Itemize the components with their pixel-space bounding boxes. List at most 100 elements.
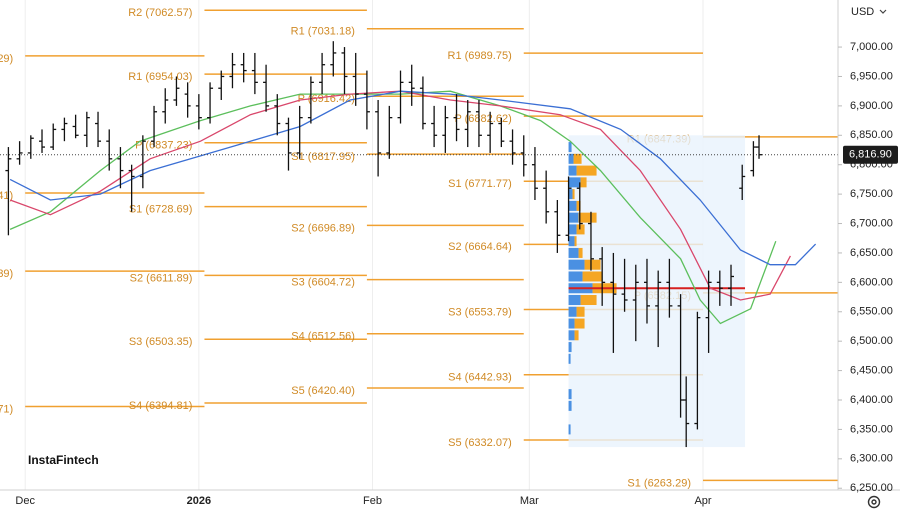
profile-buy — [568, 342, 572, 353]
gear-outer — [867, 495, 881, 509]
ohlc-bar — [352, 52, 359, 106]
ohlc-bar — [587, 211, 594, 271]
profile-buy — [568, 200, 577, 211]
ohlc-bar — [750, 141, 757, 177]
ohlc-bar — [341, 47, 348, 95]
ohlc-bar — [263, 64, 270, 112]
pivot-label: S1 (6771.77) — [448, 178, 512, 190]
profile-sell — [574, 318, 585, 329]
ohlc-bar — [475, 100, 482, 148]
pivot-label: S3 (6503.35) — [129, 336, 193, 348]
ohlc-bar — [162, 88, 169, 124]
profile-sell — [578, 247, 583, 258]
profile-sell — [572, 189, 575, 200]
pivot-label: 39) — [0, 268, 13, 280]
ohlc-bar — [683, 376, 690, 448]
y-tick-label: 6,450.00 — [850, 364, 893, 376]
ohlc-bar — [531, 147, 538, 200]
ohlc-bar — [83, 111, 90, 148]
gear-inner — [871, 499, 877, 505]
pivot-label: S3 (6604.72) — [291, 276, 355, 288]
ohlc-bar — [386, 105, 393, 159]
profile-sell — [576, 224, 585, 235]
ohlc-bar — [677, 294, 684, 418]
pivot-label: P (6916.42) — [298, 93, 355, 105]
ohlc-bar — [151, 105, 158, 148]
x-tick-label: 2026 — [187, 495, 211, 507]
ohlc-bar — [464, 100, 471, 148]
ohlc-bar — [375, 100, 382, 177]
ohlc-bar — [330, 41, 337, 77]
ohlc-bar — [705, 270, 712, 353]
currency-selector[interactable] — [843, 2, 897, 22]
x-tick-label: Apr — [694, 495, 711, 507]
x-tick-label: Dec — [15, 495, 35, 507]
ohlc-bar — [756, 135, 763, 159]
y-tick-label: 6,850.00 — [850, 129, 893, 141]
profile-buy — [568, 177, 581, 188]
profile-sell — [582, 271, 603, 282]
profile-buy — [568, 318, 575, 329]
pivot-label: S3 (6553.79) — [448, 306, 512, 318]
ohlc-bar — [397, 70, 404, 124]
y-tick-label: 6,250.00 — [850, 482, 893, 494]
profile-sell — [576, 200, 581, 211]
profile-sell — [576, 165, 597, 176]
profile-sell — [580, 177, 587, 188]
profile-sell — [574, 236, 577, 247]
ohlc-bar — [610, 252, 617, 353]
pivot-levels: 29) 41) 39) 71) R2 (7062.57) R1 (6954.03) P (6… — [0, 7, 838, 489]
y-tick-label: 6,700.00 — [850, 217, 893, 229]
y-tick-label: 6,950.00 — [850, 70, 893, 82]
ohlc-bar — [363, 70, 370, 130]
ohlc-bar — [716, 270, 723, 306]
ohlc-bar — [694, 311, 701, 430]
y-tick-label: 6,500.00 — [850, 335, 893, 347]
ohlc-bar — [72, 114, 79, 139]
moving-average — [9, 90, 777, 325]
ohlc-bar — [229, 52, 236, 89]
profile-buy — [568, 306, 577, 317]
ohlc-bar — [218, 70, 225, 100]
ohlc-bar — [27, 135, 34, 159]
ohlc-bar — [431, 105, 438, 148]
ohlc-bar — [50, 123, 57, 150]
pivot-label: S4 (6512.56) — [291, 331, 355, 343]
currency-label: USD — [851, 6, 874, 18]
ohlc-bar — [106, 129, 113, 171]
x-tick-label: Feb — [363, 495, 382, 507]
y-tick-label: 6,900.00 — [850, 100, 893, 112]
ohlc-bar — [274, 94, 281, 136]
pivot-label: P (6882.62) — [454, 113, 511, 125]
settings-icon[interactable] — [867, 495, 881, 509]
axes: 6,250.00 6,300.00 6,350.00 6,400.00 6,450.00… — [15, 41, 898, 507]
pivot-label: S5 (6420.40) — [291, 385, 355, 397]
ohlc-bar — [739, 164, 746, 200]
ohlc-bar — [319, 52, 326, 95]
pivot-label: S1 (6263.29) — [627, 477, 691, 489]
profile-buy — [568, 389, 572, 400]
ohlc-bar — [599, 247, 606, 306]
ohlc-bar — [61, 117, 68, 142]
profile-buy — [568, 224, 577, 235]
profile-buy — [568, 424, 571, 435]
ohlc-bar — [173, 76, 180, 106]
pivot-label: R1 (7031.18) — [291, 26, 355, 38]
profile-sell — [574, 330, 579, 341]
ohlc-bar — [655, 270, 662, 348]
profile-buy — [568, 353, 571, 364]
moving-average — [9, 90, 791, 301]
pivot-label: 71) — [0, 403, 13, 415]
profile-sell — [580, 295, 597, 305]
brand-logo: InstaFintech — [28, 453, 99, 467]
ohlc-bar — [565, 176, 572, 242]
profile-buy — [568, 400, 572, 411]
ohlc-bar — [128, 164, 135, 212]
ohlc-bar — [543, 170, 550, 224]
ohlc-bar — [408, 64, 415, 106]
ohlc-bar — [487, 111, 494, 153]
ohlc-bar — [184, 82, 191, 118]
pivot-label: S2 (6664.64) — [448, 241, 512, 253]
y-tick-label: 7,000.00 — [850, 41, 893, 53]
